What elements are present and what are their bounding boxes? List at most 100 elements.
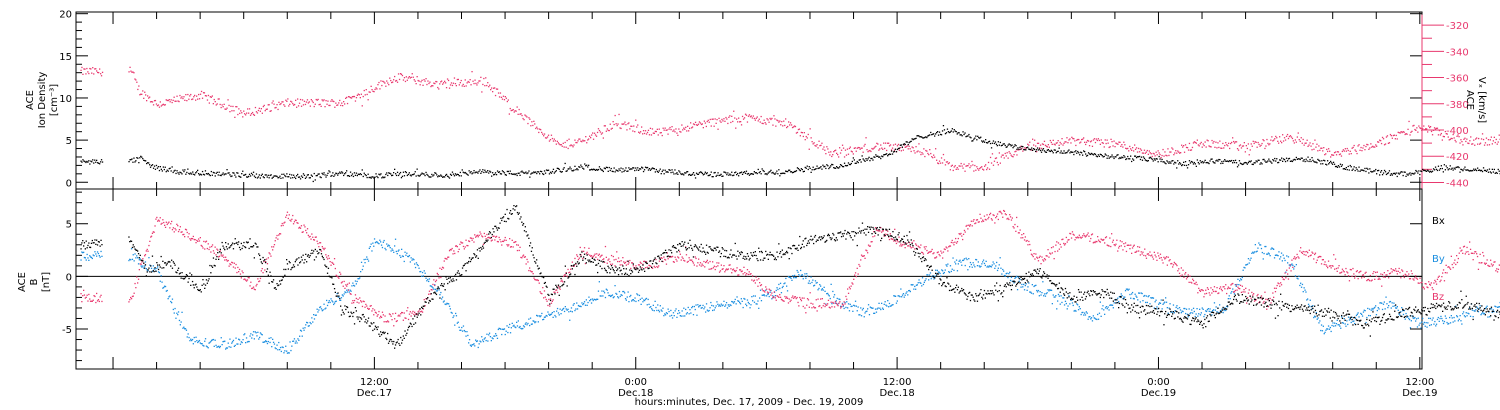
by-series-point [1069,303,1071,305]
velocity-series-point [865,137,867,139]
bz-series-point [198,240,201,242]
by-series-point [1373,307,1375,309]
by-series-point [622,290,624,293]
velocity-series-point [999,162,1001,164]
velocity-series-point [1292,140,1294,142]
by-series-point [1212,309,1215,311]
by-series-point [1036,289,1038,292]
bz-series-point [241,270,243,272]
velocity-series-point [654,130,656,133]
density-series-point [1305,158,1307,160]
by-series-point [1096,318,1098,321]
density-series-point [759,171,761,173]
density-series-point [1366,167,1368,169]
by-series-point [427,278,429,281]
density-series-point [317,173,319,175]
velocity-series-point [1188,142,1191,145]
velocity-series-point [139,94,141,96]
velocity-series-point [1167,148,1169,150]
by-series-point [258,338,260,340]
density-series-point [853,159,855,161]
velocity-series-point [631,125,633,127]
velocity-series-point [990,162,993,164]
by-series-point [539,316,541,318]
density-series-point [1386,172,1389,175]
density-series-point [725,172,727,174]
velocity-series-point [1249,149,1251,151]
by-series-point [1219,310,1222,312]
by-series-point [321,310,323,312]
density-series-point [471,173,473,175]
velocity-series-point [580,140,582,142]
by-series-point [806,275,809,277]
density-series-point [841,165,844,168]
density-series-point [510,173,512,175]
velocity-series-point [290,100,292,102]
density-series-point [1253,162,1255,164]
bz-series-point [140,263,142,265]
density-series-point [813,169,815,171]
velocity-series-point [417,79,419,82]
density-series-point [559,170,561,172]
bz-series-point [225,259,228,261]
by-series-point [821,288,823,290]
by-series-point [371,250,373,252]
density-series-point [558,168,560,170]
density-series-point [1448,168,1450,170]
by-series-point [231,342,233,344]
velocity-series-point [917,150,919,152]
velocity-series-point [1202,143,1204,145]
density-series-point [180,172,182,174]
velocity-series-point [1270,139,1272,141]
velocity-series-point [355,97,358,99]
velocity-series-point [1429,126,1432,128]
velocity-series-point [716,119,718,121]
density-series-point [1188,160,1191,162]
by-series-point [526,324,528,326]
by-series-point [652,304,654,306]
by-series-point [488,334,490,336]
velocity-series-point [1080,141,1082,143]
by-series-point [594,298,596,301]
bz-series-point [273,244,276,246]
by-series-point [129,258,131,260]
velocity-series-point [231,110,233,112]
velocity-series-point [847,153,850,155]
by-series-point [1270,248,1272,250]
by-series-point [1326,328,1328,330]
by-series-point [527,322,529,325]
by-series-point [1441,317,1443,320]
by-series-point [831,303,833,305]
velocity-series-point [1258,143,1260,146]
by-series-point [206,346,208,348]
by-series-point [1043,295,1045,297]
by-series-point [1196,308,1198,310]
velocity-series-point [919,151,921,153]
velocity-series-point [774,118,776,120]
velocity-series-point [1493,136,1495,138]
density-series-point [1135,157,1138,159]
velocity-series-point [1454,139,1456,142]
velocity-series-point [326,103,328,105]
density-series-point [1324,160,1326,162]
velocity-series-point [1303,144,1305,146]
by-series-point [1175,306,1177,309]
by-series-point [660,309,662,311]
density-series-point [507,170,509,173]
by-series-point [983,262,986,265]
density-series-point [1098,155,1100,157]
by-series-point [1299,284,1301,287]
velocity-series-point [1171,147,1173,149]
density-series-point [1377,170,1379,172]
velocity-series-point [423,79,425,81]
density-series-point [986,142,989,144]
by-series-point [1152,297,1155,299]
velocity-series-point [941,162,944,164]
bz-series-point [211,245,213,248]
velocity-series-point [1336,151,1339,153]
by-series-point [1332,322,1334,324]
velocity-series-point [1005,155,1007,157]
by-series-point [1016,275,1018,278]
density-series-point [333,175,335,177]
by-series-point [1151,297,1153,299]
